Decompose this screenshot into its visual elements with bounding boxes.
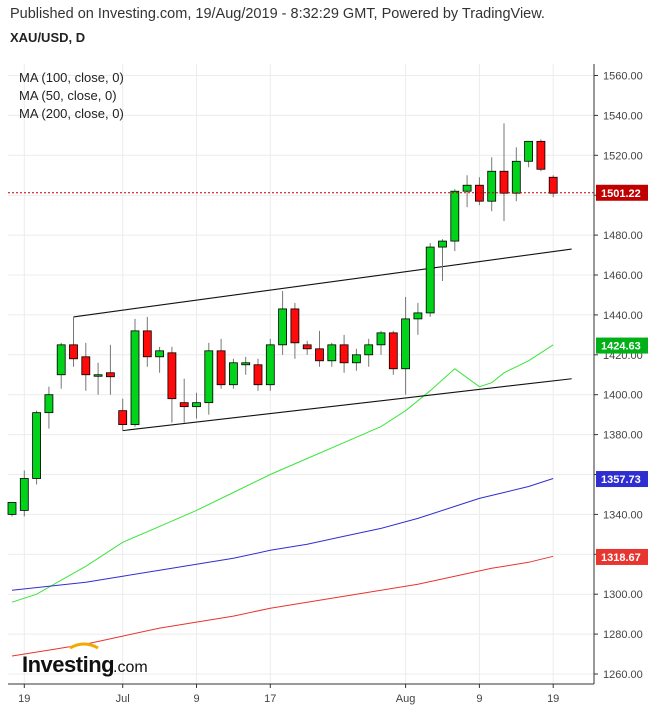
legend-ma100: MA (100, close, 0) xyxy=(19,70,124,85)
ma50-line xyxy=(11,344,554,603)
candlesticks xyxy=(7,123,558,517)
candle-24 xyxy=(302,344,312,350)
candle-19 xyxy=(241,362,251,366)
symbol-title: XAU/USD, D xyxy=(10,30,86,45)
candle-18 xyxy=(228,362,238,386)
candle-39 xyxy=(487,170,497,202)
candle-34 xyxy=(425,246,435,314)
xtick-label-6: 19 xyxy=(547,693,559,705)
candle-3 xyxy=(44,394,54,414)
channel-lower xyxy=(122,378,572,432)
grid-lines xyxy=(8,64,594,684)
candle-17 xyxy=(216,350,226,386)
candle-44 xyxy=(548,176,558,194)
candle-43 xyxy=(536,140,546,170)
ma100-line xyxy=(11,478,554,591)
candle-11 xyxy=(142,330,152,358)
price-tag-label-2: 1357.73 xyxy=(601,474,641,486)
ytick-label-1440: 1440.00 xyxy=(603,310,643,322)
candle-28 xyxy=(351,354,361,364)
price-tag-label-0: 1501.22 xyxy=(601,188,641,200)
ytick-label-1560: 1560.00 xyxy=(603,71,643,83)
candle-26 xyxy=(327,344,337,362)
candle-14 xyxy=(179,402,189,408)
axes xyxy=(8,64,595,685)
candle-7 xyxy=(93,374,103,377)
price-tags: 1501.22 1424.63 1357.73 1318.67 xyxy=(596,184,648,565)
candle-37 xyxy=(462,184,472,192)
candle-35 xyxy=(438,240,447,248)
candle-12 xyxy=(155,350,165,358)
candle-23 xyxy=(290,308,300,344)
price-tag-label-3: 1318.67 xyxy=(601,552,641,564)
candle-31 xyxy=(388,332,398,370)
legend: MA (100, close, 0) MA (50, close, 0) MA … xyxy=(19,70,124,121)
ytick-label-1260: 1260.00 xyxy=(603,669,643,681)
xtick-label-3: 17 xyxy=(264,693,276,705)
candle-4 xyxy=(56,344,66,376)
price-tag-1 xyxy=(596,337,648,354)
y-axis-labels: 1260.001280.001300.001320.001340.001360.… xyxy=(594,71,643,681)
legend-ma50: MA (50, close, 0) xyxy=(19,88,117,103)
price-tag-0 xyxy=(596,184,648,201)
candle-30 xyxy=(376,332,386,346)
published-line: Published on Investing.com, 19/Aug/2019 … xyxy=(10,6,545,22)
channel-upper xyxy=(73,248,572,318)
candle-22 xyxy=(278,308,288,346)
candle-2 xyxy=(32,412,41,479)
candle-20 xyxy=(253,364,263,386)
candle-10 xyxy=(130,330,140,426)
ytick-label-1400: 1400.00 xyxy=(603,390,643,402)
ytick-label-1480: 1480.00 xyxy=(603,230,643,242)
candle-33 xyxy=(413,312,423,320)
ytick-label-1460: 1460.00 xyxy=(603,270,643,282)
candle-41 xyxy=(511,160,521,194)
candle-40 xyxy=(499,170,509,194)
candle-21 xyxy=(265,344,275,386)
ma200-line xyxy=(11,555,554,657)
logo-arc-icon xyxy=(69,642,99,650)
xtick-label-5: 9 xyxy=(476,693,482,705)
candle-13 xyxy=(167,352,177,400)
investing-logo: Investing .com xyxy=(22,642,148,677)
price-tag-3 xyxy=(596,548,648,565)
candle-0 xyxy=(7,502,17,515)
logo-name: Investing xyxy=(22,652,114,677)
ytick-label-1340: 1340.00 xyxy=(603,509,643,521)
candle-32 xyxy=(401,318,411,370)
candle-15 xyxy=(192,402,201,408)
xtick-label-1: Jul xyxy=(116,693,130,705)
ytick-label-1280: 1280.00 xyxy=(603,629,643,641)
candle-27 xyxy=(339,344,349,364)
price-tag-2 xyxy=(596,471,648,488)
x-axis-labels: 19 Jul 9 17 Aug 9 19 xyxy=(18,684,559,705)
xtick-label-4: Aug xyxy=(396,693,416,705)
candle-16 xyxy=(204,350,214,404)
candle-25 xyxy=(315,348,324,362)
candle-29 xyxy=(364,344,374,356)
candle-5 xyxy=(69,344,78,360)
price-tag-label-1: 1424.63 xyxy=(601,341,641,353)
xtick-label-2: 9 xyxy=(193,693,199,705)
candle-38 xyxy=(474,184,484,202)
xtick-label-0: 19 xyxy=(18,693,30,705)
ytick-label-1520: 1520.00 xyxy=(603,150,643,162)
candle-9 xyxy=(118,410,128,426)
candle-1 xyxy=(19,478,29,511)
trend-channel xyxy=(73,248,572,432)
candle-6 xyxy=(81,356,91,376)
candle-8 xyxy=(106,372,115,378)
ytick-label-1300: 1300.00 xyxy=(603,589,643,601)
moving-averages xyxy=(11,344,554,657)
candle-36 xyxy=(450,190,460,242)
ytick-label-1540: 1540.00 xyxy=(603,110,643,122)
legend-ma200: MA (200, close, 0) xyxy=(19,106,124,121)
candle-42 xyxy=(524,140,533,162)
ytick-label-1380: 1380.00 xyxy=(603,430,643,442)
logo-suffix: .com xyxy=(113,659,148,676)
